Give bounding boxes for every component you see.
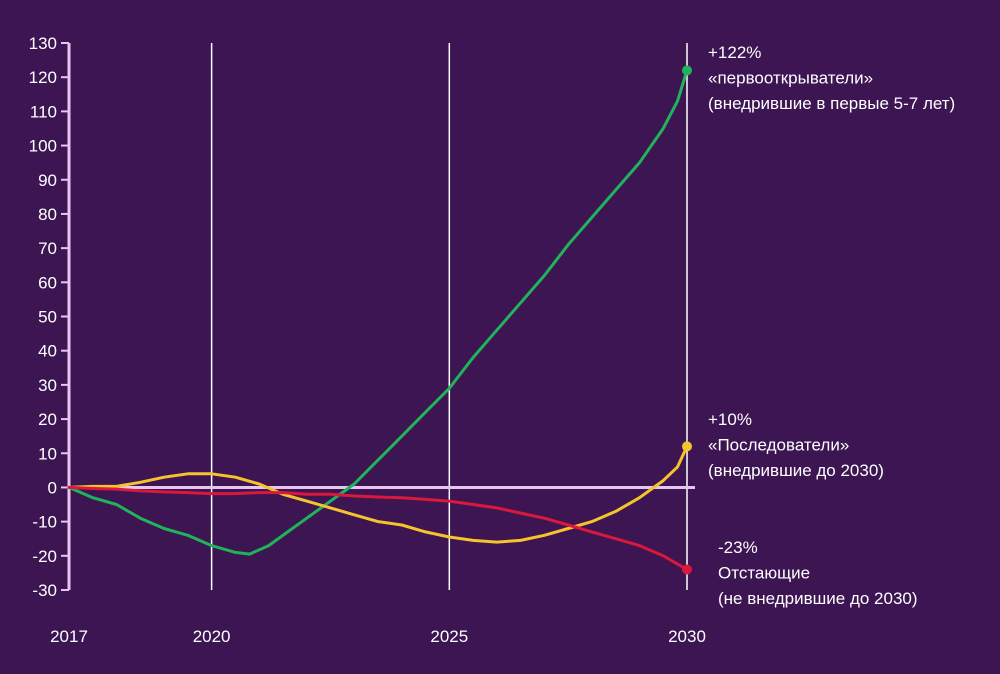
series-line-followers — [67, 444, 689, 544]
y-tick-label: 60 — [38, 273, 57, 292]
x-tick-label: 2017 — [50, 627, 88, 646]
annotation-laggards-line-2: Отстающие — [718, 564, 810, 583]
y-tick-label: 40 — [38, 342, 57, 361]
y-tick-label: 80 — [38, 205, 57, 224]
annotation-followers-line-2: «Последователи» — [708, 436, 849, 455]
y-tick-label: 110 — [30, 102, 57, 121]
series-end-marker-laggards — [682, 564, 692, 575]
series-line-pioneers — [67, 68, 689, 556]
tick-labels: 1301201101009080706050403020100-10-20-30… — [29, 34, 706, 646]
y-axis — [61, 42, 71, 591]
series-lines — [67, 65, 692, 575]
y-tick-label: 0 — [48, 478, 57, 497]
annotation-pioneers-line-1: +122% — [708, 43, 761, 62]
annotation-laggards-line-1: -23% — [718, 538, 758, 557]
annotation-laggards-line-3: (не внедрившие до 2030) — [718, 589, 918, 608]
y-tick-label: 100 — [29, 137, 57, 156]
annotations: +122% «первооткрыватели» (внедрившие в пер… — [708, 43, 955, 608]
y-tick-label: 120 — [29, 68, 57, 87]
gridlines — [210, 43, 688, 590]
y-tick-label: 70 — [38, 239, 57, 258]
x-tick-label: 2030 — [668, 627, 706, 646]
y-tick-label: 90 — [38, 171, 57, 190]
annotation-pioneers-line-2: «первооткрыватели» — [708, 69, 873, 88]
series-end-marker-followers — [682, 441, 692, 452]
y-tick-label: 130 — [29, 34, 57, 53]
y-tick-label: 10 — [38, 444, 57, 463]
y-tick-label: 20 — [38, 410, 57, 429]
annotation-followers-line-3: (внедрившие до 2030) — [708, 461, 884, 480]
y-tick-label: -20 — [32, 547, 57, 566]
series-line-laggards — [67, 485, 689, 571]
series-end-marker-pioneers — [682, 65, 692, 76]
y-tick-label: -30 — [32, 581, 57, 600]
y-tick-label: 50 — [38, 308, 57, 327]
x-tick-label: 2020 — [193, 627, 231, 646]
y-tick-label: -10 — [32, 513, 57, 532]
y-tick-label: 30 — [38, 376, 57, 395]
annotation-pioneers-line-3: (внедрившие в первые 5-7 лет) — [708, 94, 955, 113]
x-tick-label: 2025 — [430, 627, 468, 646]
annotation-followers-line-1: +10% — [708, 410, 752, 429]
